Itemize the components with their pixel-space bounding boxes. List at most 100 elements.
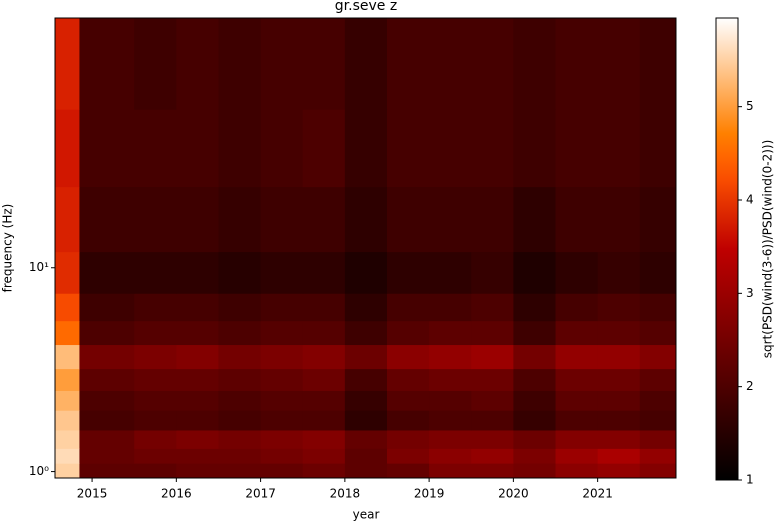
colorbar [715,17,739,481]
heatmap-cell [555,429,599,449]
heatmap-cell [597,186,641,253]
heatmap-cell [302,390,346,411]
y-tick-label: 10⁰ [29,464,49,478]
heatmap-cell [513,293,557,322]
heatmap-cell [471,344,514,370]
heatmap-cell [260,429,304,449]
heatmap-cell [429,463,472,479]
heatmap-cell [429,251,472,294]
heatmap-cell [471,368,514,391]
heatmap-cell [79,251,135,294]
heatmap-cell [260,344,304,370]
heatmap-cell [597,109,641,188]
heatmap-cell [471,251,514,294]
x-tick-label: 2017 [245,487,276,501]
heatmap-cell [260,463,304,479]
heatmap-cell [218,390,262,411]
heatmap-cell [302,186,346,253]
heatmap-cell [386,368,430,391]
heatmap-cell [260,390,304,411]
heatmap-cell [79,18,135,110]
heatmap-cell [176,320,219,346]
heatmap-cell [134,186,177,253]
heatmap-cell [55,448,80,464]
heatmap-cell [429,448,472,464]
colorbar-tick-label: 2 [746,379,754,393]
heatmap-cell [260,251,304,294]
heatmap-cell [218,429,262,449]
heatmap-cell [260,18,304,110]
heatmap-cell [55,186,80,253]
heatmap-cell [639,293,677,322]
heatmap-cell [429,320,472,346]
heatmap-cell [429,390,472,411]
heatmap-cell [513,18,557,110]
heatmap-cell [176,186,219,253]
heatmap-cell [218,448,262,464]
y-tick-label: 10¹ [29,260,49,274]
heatmap-cell [79,390,135,411]
heatmap-cell [513,344,557,370]
heatmap-cell [555,390,599,411]
heatmap-cell [79,109,135,188]
heatmap-cell [639,344,677,370]
heatmap-cell [513,109,557,188]
heatmap-cell [429,109,472,188]
heatmap-cell [513,320,557,346]
heatmap-cell [513,186,557,253]
heatmap-cell [429,429,472,449]
heatmap-cell [302,448,346,464]
heatmap-cell [471,410,514,431]
heatmap-cell [302,251,346,294]
heatmap-cell [471,18,514,110]
heatmap-cell [55,463,80,479]
heatmap-cell [260,109,304,188]
heatmap-cell [218,410,262,431]
heatmap-cell [386,320,430,346]
heatmap-cell [55,390,80,411]
heatmap-cell [218,368,262,391]
heatmap-cell [471,109,514,188]
heatmap-cell [302,429,346,449]
x-tick-label: 2016 [161,487,192,501]
x-tick-label: 2015 [77,487,108,501]
heatmap-cell [555,109,599,188]
heatmap-cell [639,368,677,391]
heatmap-cell [176,344,219,370]
heatmap-cell [134,320,177,346]
heatmap-cell [639,390,677,411]
heatmap-cell [555,186,599,253]
heatmap-cell [134,368,177,391]
heatmap-cell [471,390,514,411]
heatmap-cell [639,448,677,464]
heatmap-cell [302,410,346,431]
heatmap [55,18,677,479]
heatmap-cell [344,390,388,411]
heatmap-cell [386,429,430,449]
heatmap-cell [429,186,472,253]
heatmap-cell [260,448,304,464]
heatmap-cell [176,448,219,464]
heatmap-cell [55,320,80,346]
x-tick-label: 2021 [582,487,613,501]
heatmap-cell [555,448,599,464]
heatmap-cell [79,429,135,449]
colorbar-tick-label: 1 [746,473,754,487]
heatmap-cell [176,109,219,188]
heatmap-cell [429,410,472,431]
heatmap-cell [176,18,219,110]
heatmap-cell [134,251,177,294]
heatmap-cell [302,18,346,110]
heatmap-cell [513,410,557,431]
heatmap-cell [471,186,514,253]
heatmap-cell [386,109,430,188]
heatmap-cell [134,344,177,370]
heatmap-cell [639,186,677,253]
heatmap-cell [344,109,388,188]
heatmap-cell [134,410,177,431]
heatmap-cell [555,293,599,322]
heatmap-cell [471,448,514,464]
heatmap-cell [513,251,557,294]
heatmap-cell [176,251,219,294]
